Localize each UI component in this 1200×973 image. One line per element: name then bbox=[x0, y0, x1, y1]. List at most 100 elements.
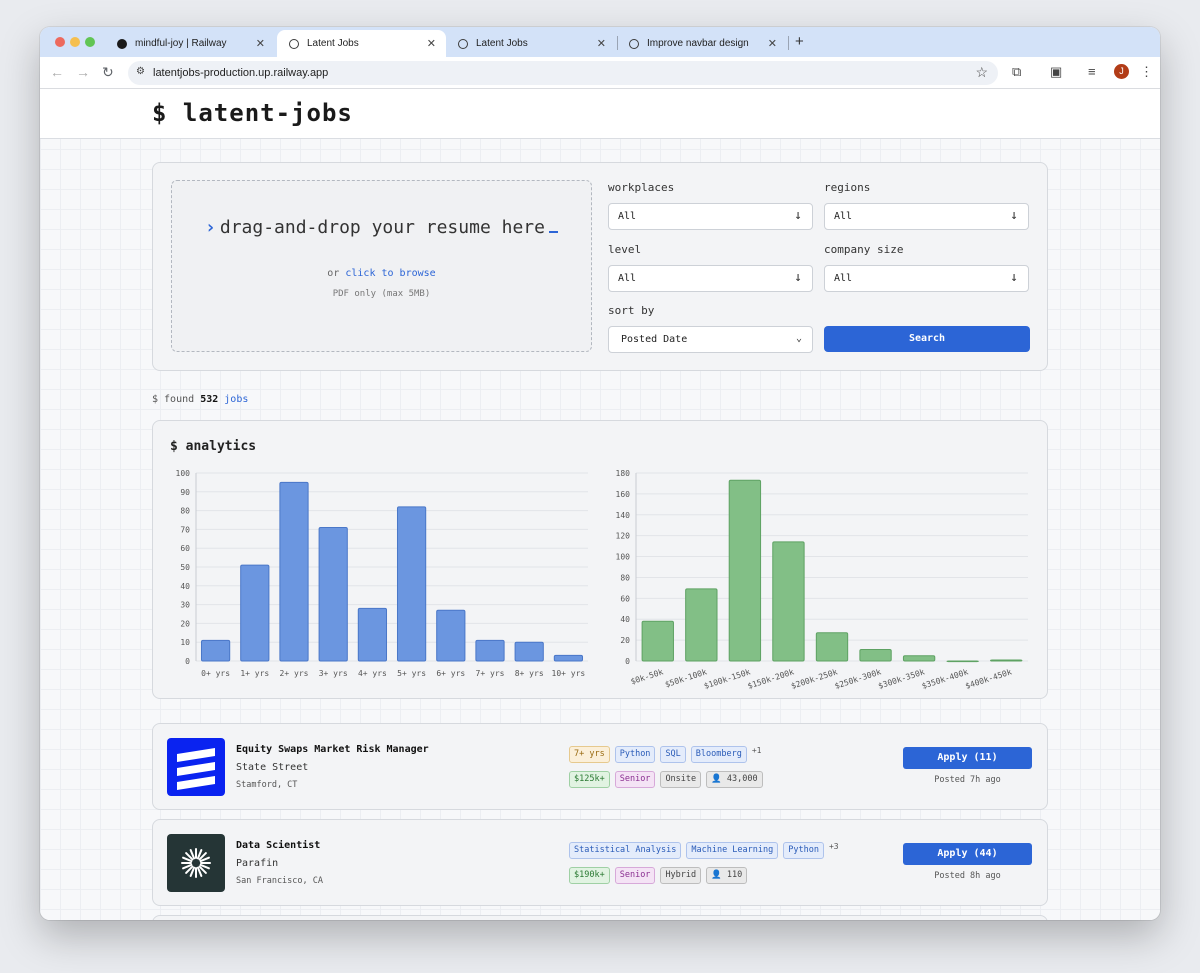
regions-select[interactable]: All ↓ bbox=[824, 203, 1029, 230]
company-size-value: 110 bbox=[726, 870, 743, 880]
workplace-tag: Hybrid bbox=[660, 867, 702, 884]
y-tick-label: 80 bbox=[620, 573, 630, 582]
y-tick-label: 10 bbox=[180, 638, 190, 647]
close-tab-icon[interactable]: ✕ bbox=[767, 38, 777, 50]
cursor-block bbox=[548, 231, 558, 233]
y-tick-label: 50 bbox=[180, 563, 190, 572]
y-tick-label: 60 bbox=[620, 594, 630, 603]
new-tab-button[interactable]: + bbox=[795, 33, 804, 50]
job-title[interactable]: Data Scientist bbox=[236, 840, 321, 851]
x-tick-label: $50k-100k bbox=[664, 667, 708, 689]
site-title[interactable]: $ latent-jobs bbox=[152, 99, 353, 127]
company-size-tag: 👤 110 bbox=[706, 867, 748, 884]
bar bbox=[946, 660, 979, 663]
sort-by-select[interactable]: Posted Date ⌄ bbox=[608, 326, 813, 353]
close-tab-icon[interactable]: ✕ bbox=[426, 38, 436, 50]
x-tick-label: 8+ yrs bbox=[515, 669, 544, 678]
browse-link[interactable]: click to browse bbox=[345, 268, 436, 279]
x-tick-label: $350k-400k bbox=[921, 667, 970, 690]
y-tick-label: 180 bbox=[616, 469, 631, 478]
workplaces-label: workplaces bbox=[608, 181, 675, 194]
tab-title: mindful-joy | Railway bbox=[135, 38, 227, 49]
apply-button[interactable]: Apply (11) bbox=[903, 747, 1032, 769]
tab-title: Latent Jobs bbox=[476, 38, 528, 49]
logo-ray bbox=[198, 852, 207, 861]
profile-avatar[interactable]: J bbox=[1114, 64, 1129, 79]
bar bbox=[475, 639, 505, 662]
logo-ray bbox=[182, 863, 193, 870]
level-select[interactable]: All ↓ bbox=[608, 265, 813, 292]
reading-list-icon[interactable]: ≡ bbox=[1088, 64, 1096, 79]
job-location: San Francisco, CA bbox=[236, 876, 323, 886]
bar bbox=[514, 641, 544, 662]
minimize-window-button[interactable] bbox=[70, 37, 80, 47]
bar bbox=[859, 649, 892, 662]
close-window-button[interactable] bbox=[55, 37, 65, 47]
salary-chart: 0 20 40 60 80 100 120 140 160 180 $0k-50k $50k-100k… bbox=[616, 469, 1028, 691]
tab-separator bbox=[617, 36, 618, 50]
results-suffix: jobs bbox=[224, 394, 249, 405]
posted-time: Posted 7h ago bbox=[934, 775, 1001, 785]
resume-dropzone[interactable]: › drag-and-drop your resume here or click… bbox=[171, 180, 592, 352]
dropzone-prompt-text: drag-and-drop your resume here bbox=[219, 217, 545, 238]
close-tab-icon[interactable]: ✕ bbox=[255, 38, 265, 50]
tab-title: Latent Jobs bbox=[307, 38, 359, 49]
search-panel: › drag-and-drop your resume here or click… bbox=[152, 162, 1048, 371]
bookmark-star-icon[interactable]: ☆ bbox=[975, 64, 988, 80]
job-meta-tags: $190k+ Senior Hybrid 👤 110 bbox=[569, 867, 748, 884]
logo-ray bbox=[189, 866, 196, 877]
close-tab-icon[interactable]: ✕ bbox=[596, 38, 606, 50]
cast-icon[interactable]: ▣ bbox=[1050, 64, 1063, 79]
dropzone-sub: or click to browse bbox=[172, 268, 591, 279]
skill-tag: Python bbox=[614, 746, 656, 763]
tab-separator bbox=[788, 36, 789, 50]
x-tick-label: 3+ yrs bbox=[319, 669, 348, 678]
company-size-select[interactable]: All ↓ bbox=[824, 265, 1029, 292]
tab-bar: mindful-joy | Railway ✕ Latent Jobs ✕ La… bbox=[40, 27, 1160, 57]
job-card-partial[interactable] bbox=[152, 915, 1048, 920]
level-label: level bbox=[608, 243, 642, 256]
openai-icon bbox=[629, 38, 639, 49]
job-meta-tags: $125k+ Senior Onsite 👤 43,000 bbox=[569, 771, 763, 788]
tab-railway[interactable]: mindful-joy | Railway ✕ bbox=[105, 30, 275, 57]
or-text: or bbox=[327, 268, 340, 279]
bar bbox=[772, 541, 805, 662]
job-title[interactable]: Equity Swaps Market Risk Manager bbox=[236, 744, 429, 755]
workplaces-value: All bbox=[618, 211, 637, 222]
bar bbox=[200, 639, 231, 662]
url-text: latentjobs-production.up.railway.app bbox=[153, 67, 329, 79]
logo-ray bbox=[185, 865, 194, 874]
y-tick-label: 160 bbox=[616, 490, 631, 499]
reload-icon[interactable]: ↻ bbox=[102, 64, 114, 80]
tab-title: Improve navbar design bbox=[647, 38, 749, 49]
job-card[interactable]: Data Scientist Parafin San Francisco, CA… bbox=[152, 819, 1048, 906]
regions-value: All bbox=[834, 211, 853, 222]
browser-toolbar: ← → ↻ ⚙ latentjobs-production.up.railway… bbox=[40, 57, 1160, 89]
site-settings-icon[interactable]: ⚙ bbox=[136, 66, 145, 77]
back-icon[interactable]: ← bbox=[50, 64, 64, 80]
maximize-window-button[interactable] bbox=[85, 37, 95, 47]
y-tick-label: 0 bbox=[625, 657, 630, 666]
extensions-icon[interactable]: ⧉ bbox=[1012, 64, 1022, 79]
logo-ray bbox=[196, 866, 203, 877]
x-tick-label: $300k-350k bbox=[877, 667, 926, 690]
tab-improve-navbar[interactable]: Improve navbar design ✕ bbox=[617, 30, 787, 57]
analytics-panel: $ analytics 0 10 20 30 40 50 60 70 80 90 100 0+ yrs… bbox=[152, 420, 1048, 699]
apply-button[interactable]: Apply (44) bbox=[903, 843, 1032, 865]
job-card[interactable]: Equity Swaps Market Risk Manager State S… bbox=[152, 723, 1048, 810]
experience-tag: 7+ yrs bbox=[569, 746, 610, 763]
search-button[interactable]: Search bbox=[824, 326, 1030, 352]
menu-kebab-icon[interactable]: ⋮ bbox=[1140, 64, 1153, 79]
tab-latent-jobs[interactable]: Latent Jobs ✕ bbox=[446, 30, 616, 57]
address-bar[interactable]: ⚙ latentjobs-production.up.railway.app ☆ bbox=[128, 61, 998, 85]
tab-latent-jobs-active[interactable]: Latent Jobs ✕ bbox=[277, 30, 446, 57]
salary-tag: $125k+ bbox=[569, 771, 610, 788]
logo-ray bbox=[182, 856, 193, 863]
forward-icon[interactable]: → bbox=[76, 64, 90, 80]
workplaces-select[interactable]: All ↓ bbox=[608, 203, 813, 230]
y-tick-label: 70 bbox=[180, 525, 190, 534]
x-tick-label: 2+ yrs bbox=[280, 669, 309, 678]
bar bbox=[279, 481, 309, 662]
x-tick-label: 4+ yrs bbox=[358, 669, 387, 678]
bar bbox=[318, 527, 348, 662]
